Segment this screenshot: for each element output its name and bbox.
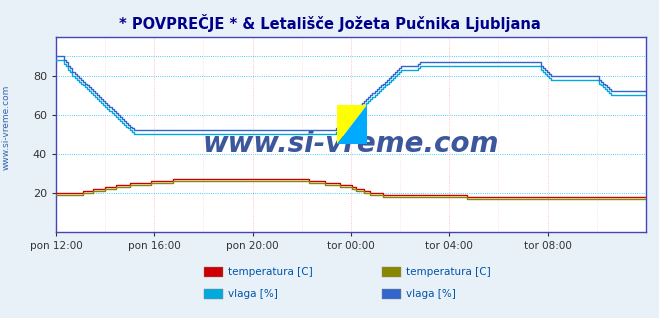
Text: temperatura [C]: temperatura [C] (228, 267, 313, 277)
Polygon shape (337, 105, 366, 144)
Text: vlaga [%]: vlaga [%] (228, 289, 278, 299)
Text: vlaga [%]: vlaga [%] (406, 289, 456, 299)
Text: temperatura [C]: temperatura [C] (406, 267, 491, 277)
Text: www.si-vreme.com: www.si-vreme.com (203, 130, 499, 158)
Polygon shape (337, 105, 366, 144)
Text: www.si-vreme.com: www.si-vreme.com (2, 85, 11, 170)
Text: * POVPREČJE * & Letališče Jožeta Pučnika Ljubljana: * POVPREČJE * & Letališče Jožeta Pučnika… (119, 14, 540, 32)
